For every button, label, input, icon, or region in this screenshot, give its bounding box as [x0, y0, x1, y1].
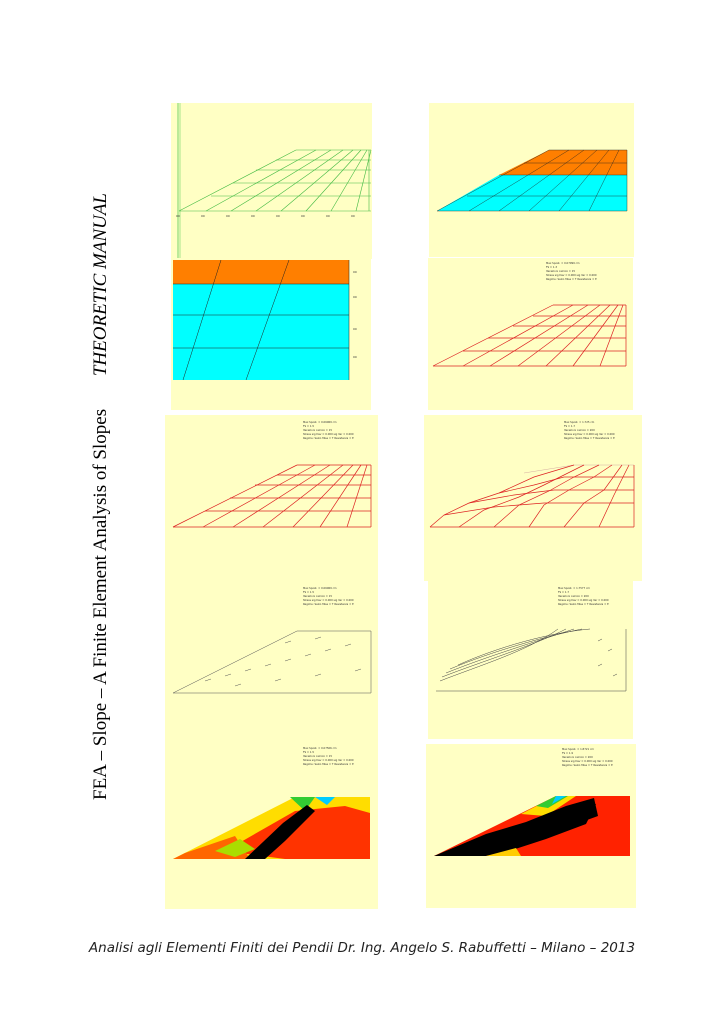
svg-text:Stress sig Dev = 0.000 sig Ver: Stress sig Dev = 0.000 sig Ver = 0.000 — [562, 759, 613, 763]
figure-layered-slope — [429, 103, 634, 257]
svg-text:Iterazioni calcolo = 15: Iterazioni calcolo = 15 — [546, 269, 575, 273]
svg-text:FS = 1.7: FS = 1.7 — [564, 424, 575, 428]
footer-citation: Analisi agli Elementi Finiti dei Pendii … — [88, 940, 636, 956]
svg-text:Stress sig Dev = 0.000 sig Ver: Stress sig Dev = 0.000 sig Ver = 0.000 — [303, 432, 354, 436]
svg-text:Regime: Sezio Mise = T Resiste: Regime: Sezio Mise = T Resistenza = E — [303, 602, 354, 606]
svg-text:Regime: Sezio Mise = T Resiste: Regime: Sezio Mise = T Resistenza = E — [303, 762, 354, 766]
svg-text:FS = 1.9: FS = 1.9 — [562, 751, 573, 755]
document-side-title: FEA – Slope – A Finite Element Analysis … — [86, 193, 116, 800]
svg-text:Max Spost. = 0.07999 cm: Max Spost. = 0.07999 cm — [546, 261, 580, 265]
svg-text:Max Spost. = 1.725 cm: Max Spost. = 1.725 cm — [564, 420, 595, 424]
svg-text:Max Spost. = 0.06969 cm: Max Spost. = 0.06969 cm — [303, 586, 337, 590]
svg-text:Iterazioni calcolo = 15: Iterazioni calcolo = 15 — [303, 754, 332, 758]
svg-text:FS = 1.5: FS = 1.5 — [303, 750, 314, 754]
svg-text:Iterazioni calcolo = 200: Iterazioni calcolo = 200 — [562, 755, 593, 759]
figure-soil-layers-zoom: 00 00 00 00 — [171, 258, 371, 410]
svg-text:Iterazioni calcolo = 15: Iterazioni calcolo = 15 — [303, 594, 332, 598]
svg-text:Regime: Sezio Mise = T Resiste: Regime: Sezio Mise = T Resistenza = E — [562, 763, 613, 767]
svg-text:Iterazioni calcolo = 15: Iterazioni calcolo = 15 — [303, 428, 332, 432]
layered-slope-drawing — [436, 149, 628, 212]
svg-text:Max Spost. = 1.7577 cm: Max Spost. = 1.7577 cm — [558, 586, 590, 590]
svg-text:00: 00 — [301, 214, 305, 218]
soil-layers-drawing: 00 00 00 00 — [173, 259, 357, 381]
figure-displacement-vectors-2: Max Spost. = 1.7577 cm FS = 1.7 Iterazion… — [428, 581, 633, 739]
svg-text:00: 00 — [353, 355, 357, 359]
svg-text:FS = 1.7: FS = 1.7 — [558, 590, 569, 594]
title-text: FEA – Slope – A Finite Element Analysis … — [90, 408, 111, 800]
svg-text:Max Spost. = 0.07506 cm: Max Spost. = 0.07506 cm — [303, 746, 337, 750]
svg-text:00: 00 — [226, 214, 230, 218]
figure-stress-contour-2: Max Spost. = 1.8721 cm FS = 1.9 Iterazion… — [426, 744, 636, 908]
svg-text:Regime: Sezio Mise = T Resiste: Regime: Sezio Mise = T Resistenza = E — [558, 602, 609, 606]
svg-text:Iterazioni calcolo = 200: Iterazioni calcolo = 200 — [564, 428, 595, 432]
figure-stress-contour-1: Max Spost. = 0.07506 cm FS = 1.5 Iterazio… — [165, 741, 378, 909]
figure-deformed-mesh-1: Max Spost. = 0.07999 cm FS = 1.3 Iterazio… — [428, 258, 633, 410]
figure-displacement-vectors-1: Max Spost. = 0.06969 cm FS = 1.5 Iterazio… — [165, 581, 378, 741]
figure-deformed-mesh-2: Max Spost. = 0.06969 cm FS = 1.5 Iterazio… — [165, 415, 378, 581]
svg-text:00: 00 — [353, 295, 357, 299]
svg-text:Stress sig Dev = 0.000 sig Ver: Stress sig Dev = 0.000 sig Ver = 0.000 — [546, 273, 597, 277]
svg-text:FS = 1.5: FS = 1.5 — [303, 590, 314, 594]
svg-text:Regime: Sezio Mise = T Resiste: Regime: Sezio Mise = T Resistenza = E — [546, 277, 597, 281]
svg-text:Stress sig Dev = 0.000 sig Ver: Stress sig Dev = 0.000 sig Ver = 0.000 — [558, 598, 609, 602]
figure-green-mesh: 00 00 00 00 00 00 00 00 — [171, 103, 372, 259]
manual-subtitle: THEORETIC MANUAL — [90, 192, 111, 377]
svg-text:Max Spost. = 0.06969 cm: Max Spost. = 0.06969 cm — [303, 420, 337, 424]
svg-text:00: 00 — [201, 214, 205, 218]
svg-text:Max Spost. = 1.8721 cm: Max Spost. = 1.8721 cm — [562, 747, 594, 751]
svg-text:00: 00 — [351, 214, 355, 218]
svg-text:00: 00 — [353, 327, 357, 331]
svg-text:FS = 1.5: FS = 1.5 — [303, 424, 314, 428]
svg-text:00: 00 — [353, 270, 357, 274]
svg-text:00: 00 — [251, 214, 255, 218]
svg-text:Stress sig Dev = 0.000 sig Ver: Stress sig Dev = 0.000 sig Ver = 0.000 — [564, 432, 615, 436]
svg-text:Stress sig Dev = 0.000 sig Ver: Stress sig Dev = 0.000 sig Ver = 0.000 — [303, 758, 354, 762]
green-mesh-drawing: 00 00 00 00 00 00 00 00 — [176, 103, 372, 259]
svg-text:FS = 1.3: FS = 1.3 — [546, 265, 557, 269]
svg-text:Iterazioni calcolo = 200: Iterazioni calcolo = 200 — [558, 594, 589, 598]
svg-text:00: 00 — [326, 214, 330, 218]
svg-text:00: 00 — [276, 214, 280, 218]
figure-failure-mesh: Max Spost. = 1.725 cm FS = 1.7 Iterazioni… — [424, 415, 642, 581]
svg-text:Stress sig Dev = 0.000 sig Ver: Stress sig Dev = 0.000 sig Ver = 0.000 — [303, 598, 354, 602]
svg-text:Regime: Sezio Mise = T Resiste: Regime: Sezio Mise = T Resistenza = E — [564, 436, 615, 440]
svg-text:00: 00 — [176, 214, 180, 218]
svg-text:Regime: Sezio Mise = T Resiste: Regime: Sezio Mise = T Resistenza = E — [303, 436, 354, 440]
